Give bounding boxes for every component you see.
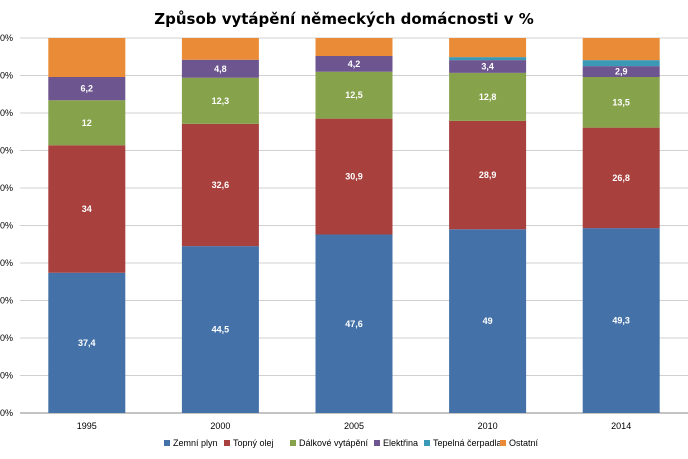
x-tick-label: 2000 (210, 421, 230, 431)
legend-entry: Ostatní (509, 438, 539, 448)
bar-segment (181, 123, 259, 247)
bar-segment (181, 59, 259, 78)
data-label: 12,5 (345, 90, 363, 100)
data-label: 26,8 (612, 173, 630, 183)
x-tick-label: 2014 (611, 421, 631, 431)
data-label: 47,6 (345, 319, 363, 329)
bar-segment (181, 38, 259, 60)
data-label: 3,4 (481, 62, 494, 72)
bar-segment (582, 60, 660, 67)
legend-entry: Tepelná čerpadla (433, 438, 502, 448)
legend-swatch (290, 440, 296, 446)
data-label: 6,2 (81, 84, 94, 94)
y-tick-label: 40% (0, 258, 13, 268)
bar-segment (449, 57, 527, 61)
data-label: 12,3 (212, 96, 230, 106)
legend-swatch (424, 440, 430, 446)
bar-segment (582, 66, 660, 77)
bar-segment (181, 77, 259, 124)
bar-segment (449, 38, 527, 58)
data-label: 28,9 (479, 170, 497, 180)
bar-segment (48, 100, 126, 146)
legend: Zemní plyn Topný olej Dálkové vytápění Elek… (164, 438, 539, 448)
data-label: 32,6 (212, 180, 230, 190)
legend-entry: Topný olej (233, 438, 274, 448)
bar-segment (315, 38, 393, 56)
bar-segment (48, 145, 126, 273)
legend-swatch (224, 440, 230, 446)
data-label: 4,8 (214, 64, 227, 74)
data-label: 30,9 (345, 172, 363, 182)
bar-segment (315, 71, 393, 119)
y-tick-label: 90% (0, 71, 13, 81)
bar-segment (449, 120, 527, 230)
y-tick-label: 20% (0, 333, 13, 343)
bar-segment (449, 60, 527, 73)
bar-segment (48, 38, 126, 77)
bar-segment (582, 228, 660, 413)
y-tick-label: 10% (0, 371, 13, 381)
y-tick-label: 70% (0, 146, 13, 156)
bar-segment (582, 127, 660, 229)
data-label: 49 (483, 316, 493, 326)
x-tick-label: 2005 (344, 421, 364, 431)
x-tick-label: 2010 (478, 421, 498, 431)
data-label: 4,2 (348, 59, 361, 69)
legend-entry: Dálkové vytápění (299, 438, 369, 448)
data-label: 44,5 (212, 325, 230, 335)
data-label: 37,4 (78, 338, 96, 348)
bar-segment (449, 229, 527, 413)
x-axis-ticks: 1995 2000 2005 2010 2014 (77, 421, 631, 431)
legend-entry: Zemní plyn (173, 438, 218, 448)
data-label: 12 (82, 118, 92, 128)
bar-segment (315, 234, 393, 413)
data-label: 12,8 (479, 92, 497, 102)
legend-entry: Elektřina (383, 438, 418, 448)
data-label: 13,5 (612, 97, 630, 107)
bar-segment (315, 118, 393, 235)
y-tick-label: 0% (0, 408, 13, 418)
legend-swatch (374, 440, 380, 446)
bar-segment (48, 77, 126, 101)
data-label: 49,3 (612, 316, 630, 326)
y-tick-label: 60% (0, 183, 13, 193)
bar-segment (582, 77, 660, 128)
bar-segment (48, 272, 126, 413)
bar-segment (449, 72, 527, 121)
y-tick-label: 100% (0, 33, 13, 43)
chart-title: Způsob vytápění německých domácnosti v % (154, 10, 534, 28)
bar-segment (582, 38, 660, 61)
bar-segment (315, 56, 393, 72)
legend-swatch (164, 440, 170, 446)
data-label: 34 (82, 204, 92, 214)
legend-swatch (500, 440, 506, 446)
bars: 37,4 34 12 6,2 44,5 32,6 12,3 4,8 47,6 30,9 12,5 4,… (48, 38, 660, 413)
y-tick-label: 80% (0, 108, 13, 118)
y-tick-label: 50% (0, 221, 13, 231)
bar-segment (181, 246, 259, 413)
x-tick-label: 1995 (77, 421, 97, 431)
data-label: 2,9 (615, 67, 628, 77)
y-tick-label: 30% (0, 296, 13, 306)
y-axis-ticks: 0% 10% 20% 30% 40% 50% 60% 70% 80% 90% 100% (0, 33, 13, 418)
